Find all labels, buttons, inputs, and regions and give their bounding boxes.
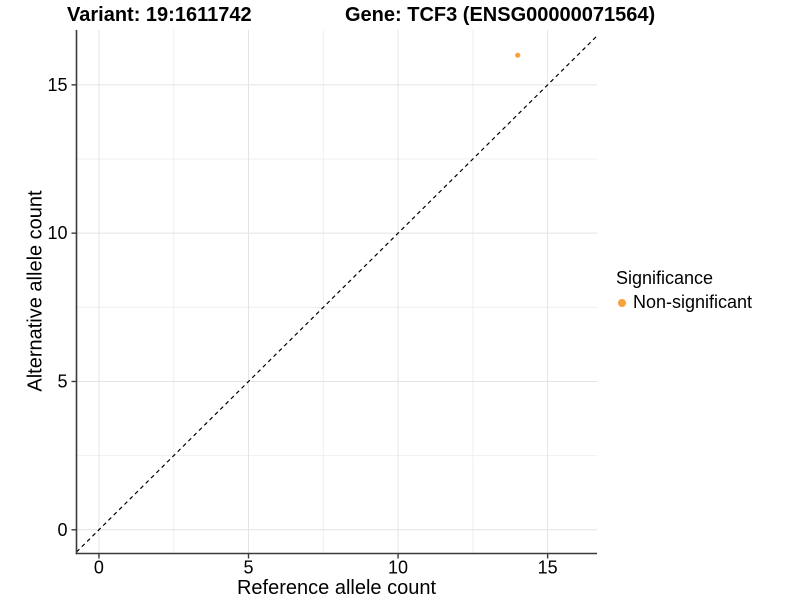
y-tick-label: 5 xyxy=(57,371,67,391)
legend-point-icon xyxy=(618,298,626,307)
data-point-non-significant xyxy=(515,52,521,58)
y-tick-label: 15 xyxy=(47,75,67,95)
plot-title-gene: Gene: TCF3 (ENSG00000071564) xyxy=(345,4,656,26)
plot-title-variant: Variant: 19:1611742 xyxy=(67,4,252,26)
legend-item-label: Non-significant xyxy=(633,292,753,312)
x-tick-label: 15 xyxy=(538,558,558,578)
x-tick-label: 0 xyxy=(94,558,104,578)
x-axis-label: Reference allele count xyxy=(236,577,436,599)
x-tick-label: 5 xyxy=(243,558,253,578)
legend-item-non-significant: Non-significant xyxy=(616,292,752,313)
x-tick-label: 10 xyxy=(388,558,408,578)
legend: Significance Non-significant xyxy=(616,268,752,313)
legend-title: Significance xyxy=(616,268,714,288)
y-tick-label: 10 xyxy=(47,223,67,243)
identity-dashed-line xyxy=(76,35,598,553)
y-tick-label: 0 xyxy=(57,520,67,540)
y-axis-label: Alternative allele count xyxy=(24,190,47,392)
